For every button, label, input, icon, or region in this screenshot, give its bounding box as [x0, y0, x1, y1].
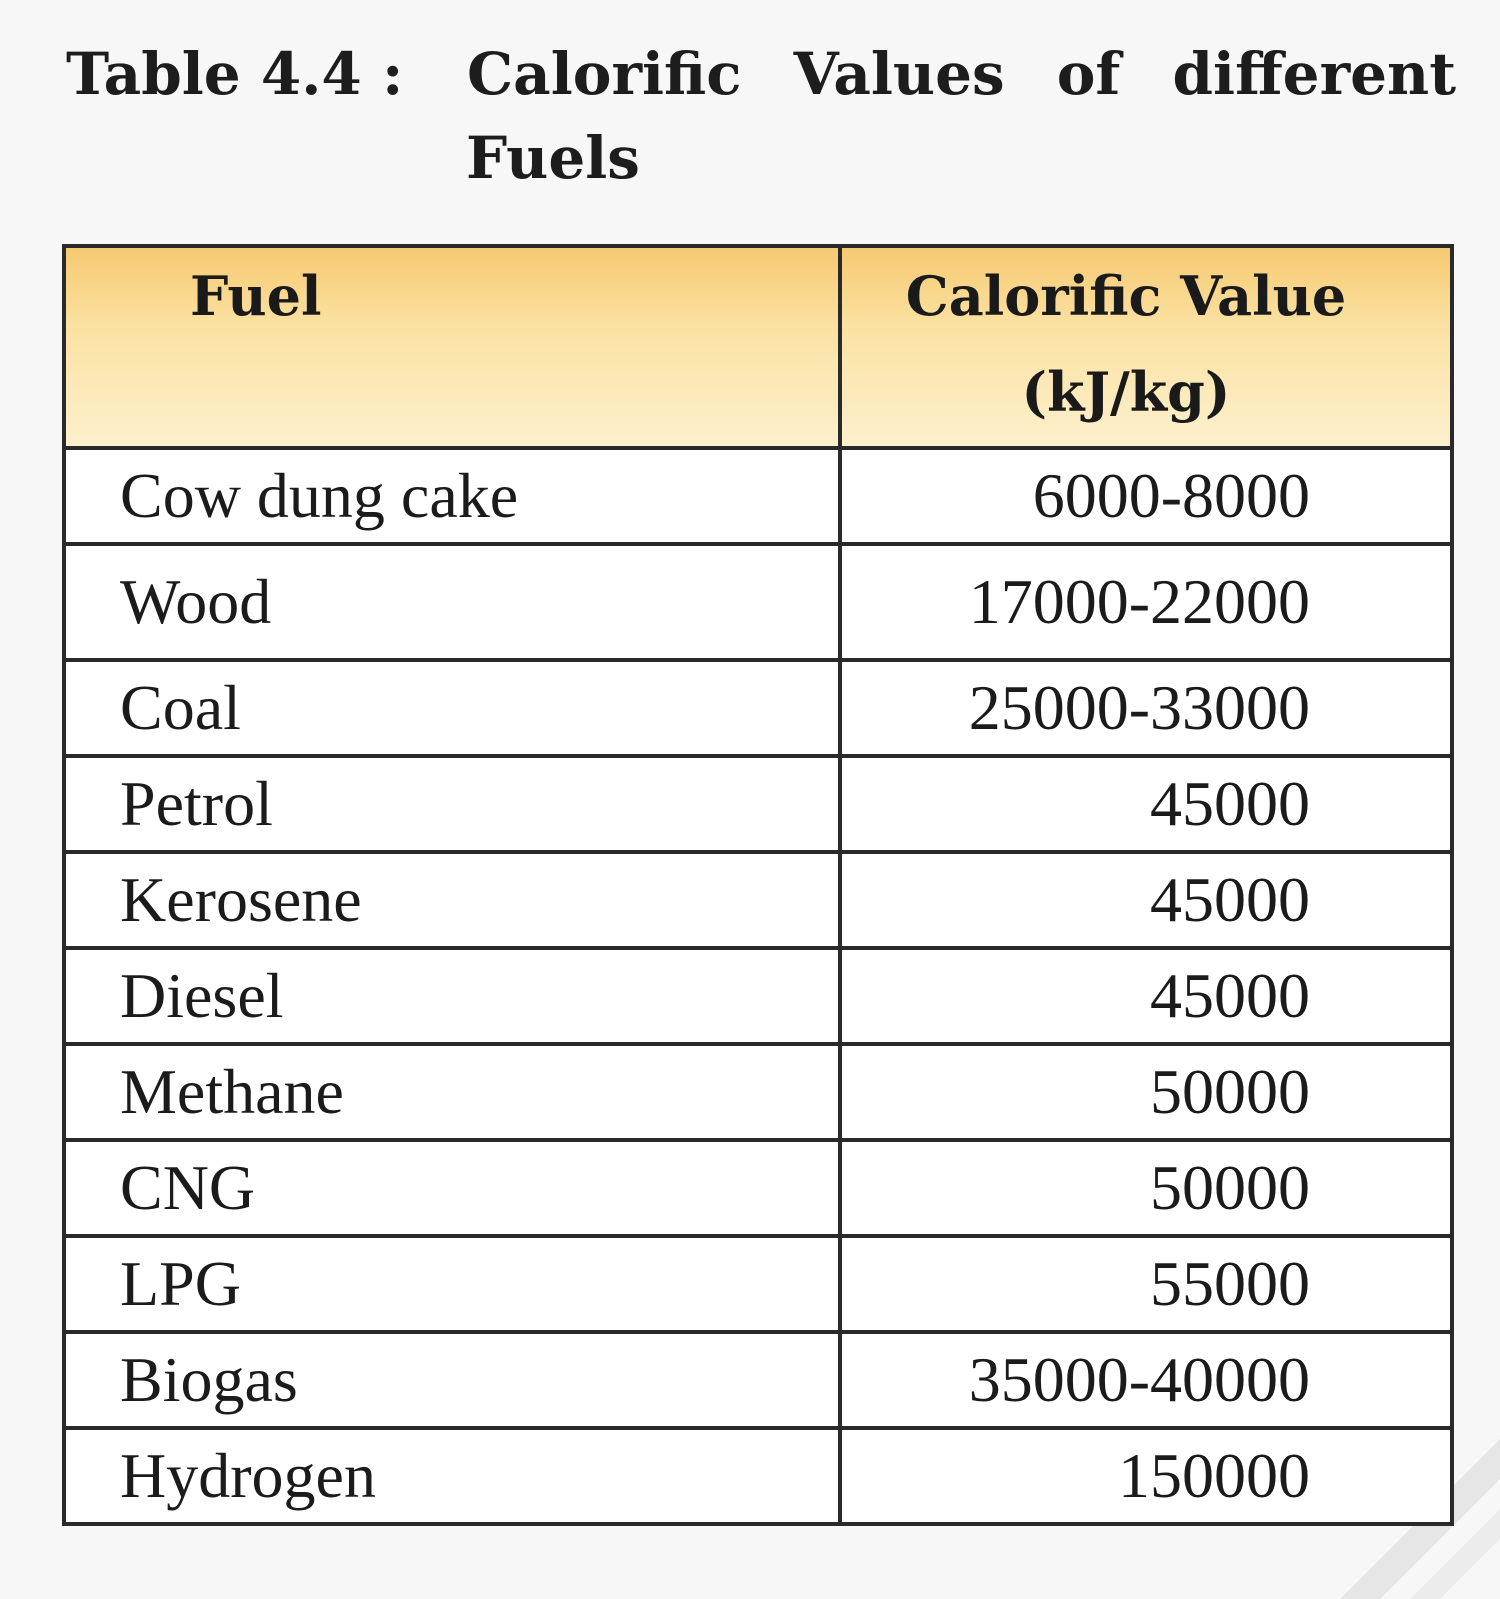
header-fuel: Fuel — [62, 244, 842, 450]
fuel-name-cell: Hydrogen — [62, 1426, 842, 1526]
table-caption: Table 4.4 : Calorific Values of differen… — [66, 32, 1456, 200]
header-value-unit: (kJ/kg) — [1021, 360, 1231, 424]
fuel-name-cell: Petrol — [62, 754, 842, 854]
fuel-value-cell: 150000 — [838, 1426, 1454, 1526]
fuel-name-cell: Diesel — [62, 946, 842, 1046]
fuel-value-cell: 45000 — [838, 850, 1454, 950]
header-calorific-value: Calorific Value (kJ/kg) — [838, 244, 1454, 450]
fuel-value-cell: 35000-40000 — [838, 1330, 1454, 1430]
caption-line-1: Table 4.4 : Calorific Values of differen… — [66, 32, 1456, 116]
fuel-value-cell: 6000-8000 — [838, 446, 1454, 546]
table-row: Hydrogen 150000 — [62, 1426, 1454, 1526]
fuel-value-cell: 55000 — [838, 1234, 1454, 1334]
table-row: Cow dung cake 6000-8000 — [62, 446, 1454, 546]
fuel-value-cell: 50000 — [838, 1138, 1454, 1238]
header-value-line-1: Calorific Value — [905, 264, 1347, 328]
fuel-value-cell: 17000-22000 — [838, 542, 1454, 662]
calorific-values-table: Fuel Calorific Value (kJ/kg) Cow dung ca… — [62, 244, 1454, 1526]
fuel-value-cell: 45000 — [838, 946, 1454, 1046]
table-row: Kerosene 45000 — [62, 850, 1454, 950]
caption-word: Calorific — [467, 40, 742, 108]
caption-word: Values — [793, 40, 1005, 108]
table-row: CNG 50000 — [62, 1138, 1454, 1238]
caption-word: of — [1056, 40, 1121, 108]
table-row: Diesel 45000 — [62, 946, 1454, 1046]
fuel-value-cell: 25000-33000 — [838, 658, 1454, 758]
fuel-name-cell: Methane — [62, 1042, 842, 1142]
table-header-row: Fuel Calorific Value (kJ/kg) — [62, 244, 1454, 450]
fuel-name-cell: Kerosene — [62, 850, 842, 950]
table-row: LPG 55000 — [62, 1234, 1454, 1334]
fuel-name-cell: Coal — [62, 658, 842, 758]
table-row: Methane 50000 — [62, 1042, 1454, 1142]
table-row: Biogas 35000-40000 — [62, 1330, 1454, 1430]
fuel-name-cell: Cow dung cake — [62, 446, 842, 546]
table-row: Wood 17000-22000 — [62, 542, 1454, 662]
fuel-name-cell: CNG — [62, 1138, 842, 1238]
caption-line-2: Fuels — [466, 124, 640, 192]
table-row: Petrol 45000 — [62, 754, 1454, 854]
table-row: Coal 25000-33000 — [62, 658, 1454, 758]
fuel-name-cell: LPG — [62, 1234, 842, 1334]
caption-word: different — [1172, 40, 1456, 108]
caption-title-words: Calorific Values of different — [461, 32, 1456, 116]
caption-label: Table 4.4 : — [66, 40, 404, 108]
fuel-value-cell: 50000 — [838, 1042, 1454, 1142]
fuel-value-cell: 45000 — [838, 754, 1454, 854]
fuel-name-cell: Wood — [62, 542, 842, 662]
fuel-name-cell: Biogas — [62, 1330, 842, 1430]
